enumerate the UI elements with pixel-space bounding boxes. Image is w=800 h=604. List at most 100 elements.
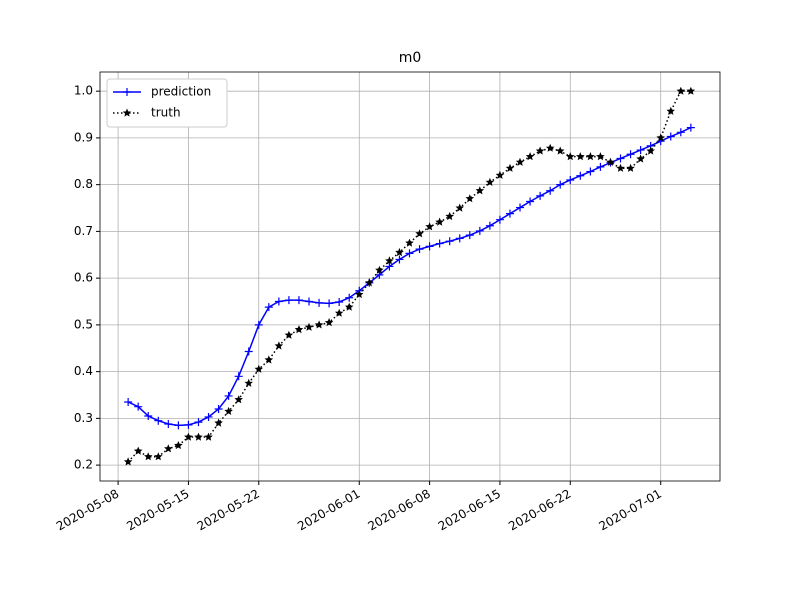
point [505,163,515,172]
point [415,245,424,254]
point [556,180,565,189]
y-tick-label: 1.0 [74,84,93,98]
y-tick-label: 0.2 [74,458,93,472]
point [626,150,635,159]
point [405,249,414,258]
point [395,247,404,257]
point [144,412,153,421]
legend-label: truth [151,106,181,120]
point [475,186,485,195]
point [305,297,314,306]
point [586,152,595,161]
legend-box [106,78,228,128]
point [314,320,324,329]
point [254,320,263,329]
y-tick-label: 0.6 [74,271,93,285]
point [274,297,283,306]
point [455,234,464,243]
series-line [127,126,692,427]
point [194,418,203,427]
point [686,123,695,132]
point [566,175,575,184]
point [586,167,595,176]
point [536,191,545,200]
point [224,391,233,400]
point [204,412,213,421]
point [596,162,605,171]
point [214,405,223,414]
point [636,146,645,155]
point [616,163,625,172]
x-tick-label: 2020-05-15 [124,487,191,534]
y-tick-label: 0.7 [74,224,93,238]
point [576,152,585,161]
point [365,278,374,287]
point [495,170,505,179]
point [133,446,143,455]
point [666,106,675,115]
point [174,441,183,450]
point [164,444,173,453]
y-tick-label: 0.8 [74,177,93,191]
point [676,128,685,137]
point [535,146,545,155]
point [435,217,444,226]
x-tick-label: 2020-06-01 [295,487,362,534]
point [123,457,133,466]
point [274,341,284,350]
point [626,163,635,172]
legend-marker [123,88,131,96]
point [425,242,434,251]
point [375,265,384,274]
point [335,297,344,306]
point [284,330,294,339]
x-tick-label: 2020-07-01 [597,487,664,534]
point [224,406,233,415]
point [656,133,665,142]
point [485,221,494,230]
point [646,146,655,155]
point [264,355,274,364]
point [445,211,454,221]
point [405,238,414,247]
point [304,322,314,331]
point [294,325,304,334]
point [264,303,273,312]
point [154,416,163,425]
chart-title: m0 [399,50,422,66]
point [124,398,133,407]
point [184,432,193,441]
point [154,452,163,461]
point [525,152,535,161]
legend-marker [122,108,132,117]
point [324,318,334,327]
point [214,418,223,427]
point [515,157,525,166]
point [194,432,203,441]
point [546,186,555,195]
point [485,177,495,186]
point [555,146,565,155]
point [355,290,364,299]
point [425,222,434,231]
point [516,203,525,212]
point [294,296,303,305]
point [686,86,696,95]
point [284,296,293,305]
point [415,229,424,238]
point [526,197,535,206]
point [344,302,354,311]
point [325,299,334,308]
point [576,171,585,180]
point [244,378,253,387]
point [676,86,686,95]
point [606,157,615,166]
y-tick-label: 0.9 [74,130,93,144]
point [495,215,504,224]
point [134,402,143,411]
point [566,152,575,161]
point [164,419,173,428]
point [455,203,464,212]
point [334,308,344,317]
x-tick-label: 2020-05-22 [195,487,262,534]
